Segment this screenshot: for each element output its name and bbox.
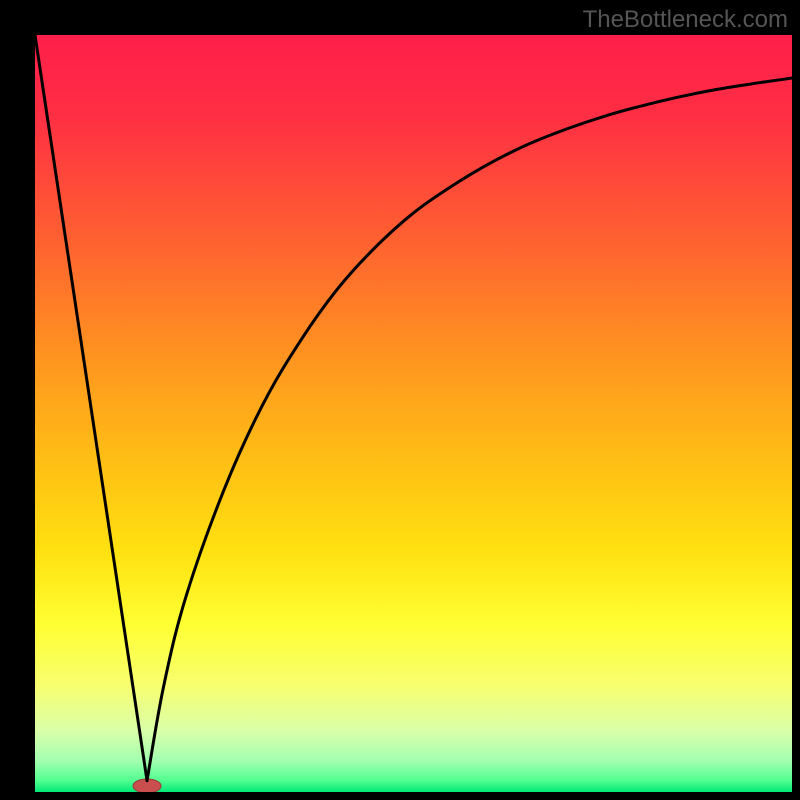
chart-canvas: TheBottleneck.com	[0, 0, 800, 800]
curve-right-branch	[147, 78, 792, 780]
curve-svg	[35, 35, 792, 792]
curve-left-branch	[35, 35, 147, 781]
watermark-label: TheBottleneck.com	[583, 6, 788, 34]
plot-area	[35, 35, 792, 792]
